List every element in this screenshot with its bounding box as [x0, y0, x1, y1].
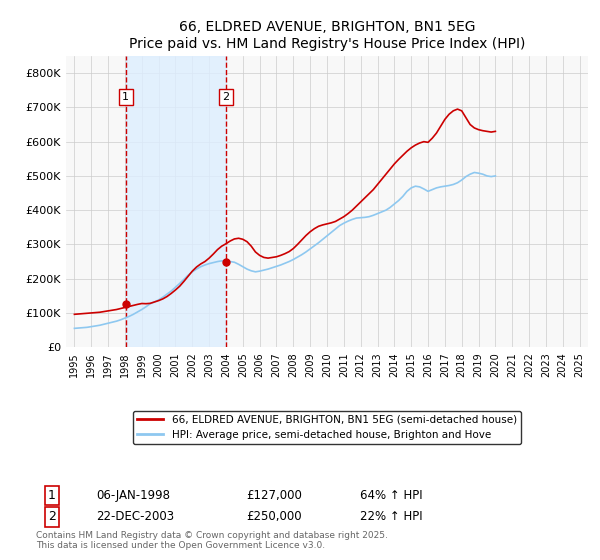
Text: 64% ↑ HPI: 64% ↑ HPI — [360, 489, 422, 502]
Text: 22-DEC-2003: 22-DEC-2003 — [96, 510, 174, 524]
Text: £250,000: £250,000 — [246, 510, 302, 524]
Text: 1: 1 — [122, 92, 129, 102]
Text: 2: 2 — [223, 92, 230, 102]
Text: 2: 2 — [48, 510, 56, 524]
Text: 1: 1 — [48, 489, 56, 502]
Text: £127,000: £127,000 — [246, 489, 302, 502]
Bar — [126, 56, 226, 347]
Legend: 66, ELDRED AVENUE, BRIGHTON, BN1 5EG (semi-detached house), HPI: Average price, : 66, ELDRED AVENUE, BRIGHTON, BN1 5EG (se… — [133, 410, 521, 444]
Text: 06-JAN-1998: 06-JAN-1998 — [96, 489, 170, 502]
Text: 22% ↑ HPI: 22% ↑ HPI — [360, 510, 422, 524]
Title: 66, ELDRED AVENUE, BRIGHTON, BN1 5EG
Price paid vs. HM Land Registry's House Pri: 66, ELDRED AVENUE, BRIGHTON, BN1 5EG Pri… — [129, 21, 525, 50]
Text: Contains HM Land Registry data © Crown copyright and database right 2025.
This d: Contains HM Land Registry data © Crown c… — [36, 530, 388, 550]
